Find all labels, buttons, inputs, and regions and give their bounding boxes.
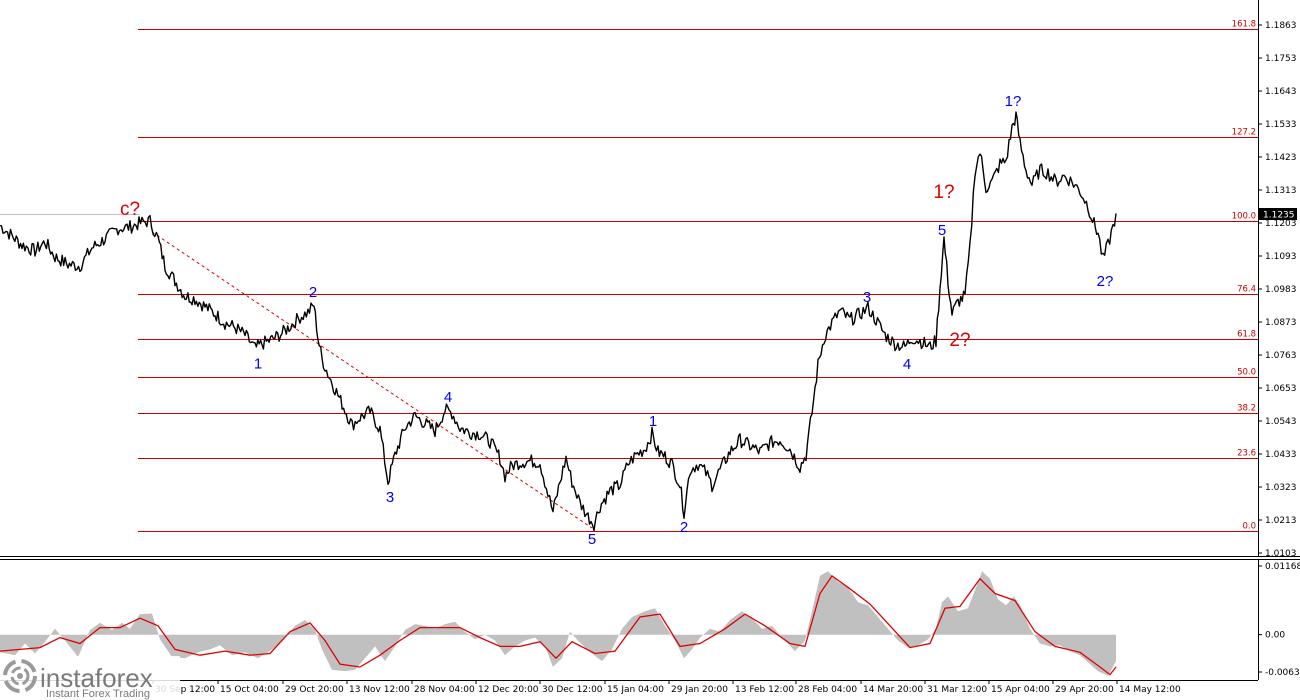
time-tick-label-14: 29 Apr 20:00 (1055, 685, 1114, 695)
price-axis: 1.1863 1.1753 1.1643 1.1533 1.1423 1.1313 1.12… (1258, 21, 1297, 559)
oscillator-signal-line (0, 574, 1117, 676)
price-tick-label-3: 1.1533 (1265, 120, 1297, 130)
wave-label-1: 1 (254, 355, 262, 372)
time-tick-label-9: 13 Feb 12:00 (735, 685, 794, 695)
price-tick-label-1: 1.1753 (1265, 54, 1297, 64)
price-tick-label-0: 1.1863 (1265, 21, 1297, 31)
wave-label-6: 1 (649, 413, 657, 430)
logo-swirl-icon (3, 659, 37, 693)
wave-label-11: 1? (933, 182, 954, 203)
wave-label-8: 3 (863, 289, 871, 306)
price-tick-label-11: 1.0653 (1265, 384, 1297, 394)
oscillator-axis: 0.01168 0.00 -0.00635 (1258, 562, 1300, 678)
time-tick-label-2: 29 Oct 20:00 (285, 685, 344, 695)
dashed-trend-line (151, 231, 593, 529)
fib-label-2: 100.0 (1232, 212, 1256, 222)
time-tick-label-13: 15 Apr 04:00 (991, 685, 1050, 695)
oscillator-histogram (0, 571, 1116, 676)
time-tick-label-5: 12 Dec 20:00 (478, 685, 539, 695)
price-tick-label-14: 1.0323 (1265, 483, 1297, 493)
price-tick-label-16: 1.0103 (1265, 549, 1297, 559)
last-price-box (1259, 208, 1297, 220)
time-tick-label-3: 13 Nov 12:00 (349, 685, 410, 695)
price-tick-label-4: 1.1423 (1265, 153, 1297, 163)
fib-label-5: 50.0 (1237, 368, 1256, 378)
price-tick-label-7: 1.1093 (1265, 252, 1297, 262)
fib-label-8: 0.0 (1242, 522, 1256, 532)
osc-tick-label-2: -0.00635 (1265, 668, 1300, 678)
price-tick-label-15: 1.0213 (1265, 516, 1297, 526)
price-tick-label-6: 1.1203 (1265, 219, 1297, 229)
price-line (0, 111, 1117, 532)
oscillator-panel (0, 571, 1117, 676)
fib-label-1: 127.2 (1232, 128, 1256, 138)
time-tick-label-12: 31 Mar 12:00 (927, 685, 987, 695)
logo-name: instaforex (40, 663, 153, 693)
time-tick-label-8: 29 Jan 20:00 (671, 685, 728, 695)
wave-label-0: c? (120, 199, 140, 220)
last-price-label: 1.1235 (1263, 211, 1295, 221)
wave-labels: c? 1 2 3 4 5 1 2 3 4 5 1? 2? 1? 2? (120, 93, 1113, 548)
trend-line-layer (151, 231, 593, 529)
time-tick-label-10: 28 Feb 04:00 (798, 685, 857, 695)
osc-tick-label-0: 0.01168 (1265, 562, 1300, 572)
wave-label-3: 3 (386, 489, 394, 506)
wave-label-12: 2? (949, 330, 970, 351)
fib-label-4: 61.8 (1237, 330, 1256, 340)
fib-label-0: 161.8 (1232, 20, 1256, 30)
fib-label-6: 38.2 (1237, 404, 1256, 414)
price-tick-label-13: 1.0433 (1265, 450, 1297, 460)
fib-label-7: 23.6 (1237, 449, 1256, 459)
wave-label-9: 4 (903, 356, 911, 373)
price-tick-label-2: 1.1643 (1265, 87, 1297, 97)
wave-label-10: 5 (938, 222, 946, 239)
wave-label-4: 4 (444, 389, 452, 406)
fibonacci-levels: 161.8 127.2 100.0 76.4 61.8 50.0 38.2 23.6 0.0 (138, 20, 1258, 532)
wave-label-2: 2 (309, 284, 317, 301)
price-tick-label-10: 1.0763 (1265, 351, 1297, 361)
time-axis: 30 Sep 12:00 15 Oct 04:00 29 Oct 20:00 13 N… (152, 680, 1181, 695)
osc-tick-label-1: 0.00 (1265, 631, 1285, 641)
wave-label-7: 2 (680, 519, 688, 536)
fib-label-3: 76.4 (1237, 285, 1256, 295)
price-tick-label-5: 1.1313 (1265, 186, 1297, 196)
time-tick-label-15: 14 May 12:00 (1119, 685, 1181, 695)
price-tick-label-12: 1.0543 (1265, 417, 1297, 427)
wave-label-13: 1? (1005, 93, 1022, 110)
price-series (0, 111, 1117, 532)
logo-tagline: Instant Forex Trading (46, 688, 150, 700)
last-price-marker: 1.1235 (1259, 208, 1297, 221)
wave-label-5: 5 (588, 531, 596, 548)
instaforex-logo: instaforex Instant Forex Trading (0, 656, 180, 700)
price-tick-label-8: 1.0983 (1265, 285, 1297, 295)
time-tick-label-6: 30 Dec 12:00 (542, 685, 603, 695)
time-tick-label-0: 30 Sep 12:00 (155, 685, 215, 695)
time-tick-label-4: 28 Nov 04:00 (414, 685, 475, 695)
price-tick-label-9: 1.0873 (1265, 318, 1297, 328)
time-tick-label-1: 15 Oct 04:00 (220, 685, 279, 695)
time-tick-label-7: 15 Jan 04:00 (607, 685, 664, 695)
wave-label-14: 2? (1097, 273, 1114, 290)
time-tick-label-11: 14 Mar 20:00 (863, 685, 923, 695)
